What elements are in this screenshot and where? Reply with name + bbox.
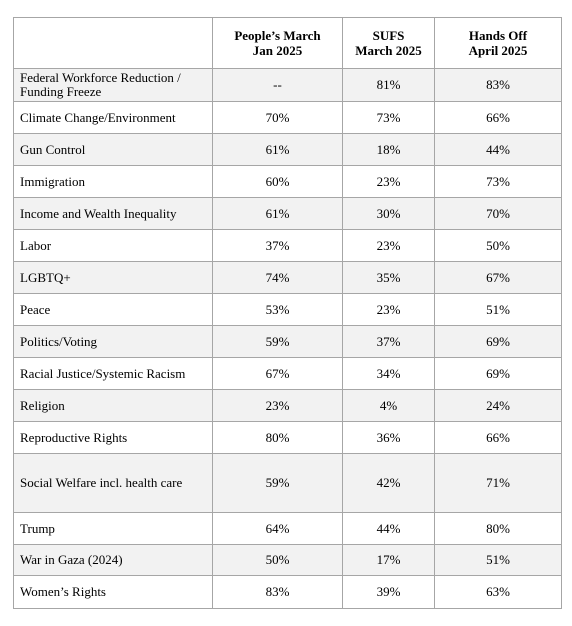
table-row: Immigration 60% 23% 73% [13,165,562,198]
hands-off-value: 70% [434,197,562,230]
peoples-march-value: 59% [212,453,343,513]
header-row: People’s March Jan 2025 SUFS March 2025 … [13,17,562,69]
topic-cell: Religion [13,389,213,422]
peoples-march-value: 37% [212,229,343,262]
hands-off-value: 80% [434,512,562,545]
peoples-march-value: 64% [212,512,343,545]
topic-cell: Peace [13,293,213,326]
header-hands-off-name: Hands Off [468,28,528,43]
header-sufs-date: March 2025 [355,43,422,58]
peoples-march-value: 61% [212,133,343,166]
sufs-value: 73% [342,101,435,134]
topic-cell: Income and Wealth Inequality [13,197,213,230]
topic-cell: Women’s Rights [13,575,213,609]
sufs-value: 34% [342,357,435,390]
topic-cell: Racial Justice/Systemic Racism [13,357,213,390]
header-sufs: SUFS March 2025 [342,17,435,69]
topic-cell: Gun Control [13,133,213,166]
sufs-value: 17% [342,544,435,576]
sufs-value: 39% [342,575,435,609]
peoples-march-value: 70% [212,101,343,134]
peoples-march-value: 53% [212,293,343,326]
peoples-march-value: 61% [212,197,343,230]
topic-cell: Federal Workforce Reduction / Funding Fr… [13,68,213,102]
table-row: LGBTQ+ 74% 35% 67% [13,261,562,294]
survey-topics-table: People’s March Jan 2025 SUFS March 2025 … [13,17,562,609]
table-row: Labor 37% 23% 50% [13,229,562,262]
table-row: Federal Workforce Reduction / Funding Fr… [13,68,562,102]
hands-off-value: 83% [434,68,562,102]
table-row: War in Gaza (2024) 50% 17% 51% [13,544,562,576]
hands-off-value: 71% [434,453,562,513]
sufs-value: 23% [342,165,435,198]
topic-cell: LGBTQ+ [13,261,213,294]
table-row: Women’s Rights 83% 39% 63% [13,575,562,609]
topic-cell: Immigration [13,165,213,198]
sufs-value: 35% [342,261,435,294]
topic-cell: Climate Change/Environment [13,101,213,134]
peoples-march-value: 23% [212,389,343,422]
header-peoples-march-name: People’s March [234,28,321,43]
peoples-march-value: 74% [212,261,343,294]
hands-off-value: 24% [434,389,562,422]
table-row: Racial Justice/Systemic Racism 67% 34% 6… [13,357,562,390]
header-sufs-name: SUFS [372,28,405,43]
table-row: Trump 64% 44% 80% [13,512,562,545]
topic-cell: Politics/Voting [13,325,213,358]
sufs-value: 44% [342,512,435,545]
sufs-value: 37% [342,325,435,358]
table-row: Social Welfare incl. health care 59% 42%… [13,453,562,513]
hands-off-value: 69% [434,325,562,358]
hands-off-value: 73% [434,165,562,198]
table-row: Reproductive Rights 80% 36% 66% [13,421,562,454]
sufs-value: 42% [342,453,435,513]
topic-cell: Trump [13,512,213,545]
sufs-value: 18% [342,133,435,166]
topic-cell: Reproductive Rights [13,421,213,454]
hands-off-value: 44% [434,133,562,166]
peoples-march-value: 50% [212,544,343,576]
hands-off-value: 67% [434,261,562,294]
sufs-value: 30% [342,197,435,230]
hands-off-value: 66% [434,421,562,454]
table-row: Income and Wealth Inequality 61% 30% 70% [13,197,562,230]
sufs-value: 23% [342,293,435,326]
peoples-march-value: -- [212,68,343,102]
hands-off-value: 63% [434,575,562,609]
topic-line-2: Funding Freeze [20,84,102,99]
table-row: Politics/Voting 59% 37% 69% [13,325,562,358]
hands-off-value: 51% [434,293,562,326]
header-peoples-march: People’s March Jan 2025 [212,17,343,69]
sufs-value: 36% [342,421,435,454]
peoples-march-value: 67% [212,357,343,390]
topic-cell: Labor [13,229,213,262]
table-row: Gun Control 61% 18% 44% [13,133,562,166]
peoples-march-value: 59% [212,325,343,358]
header-hands-off: Hands Off April 2025 [434,17,562,69]
sufs-value: 81% [342,68,435,102]
topic-cell: Social Welfare incl. health care [13,453,213,513]
peoples-march-value: 80% [212,421,343,454]
header-peoples-march-date: Jan 2025 [252,43,303,58]
header-topic [13,17,213,69]
table-row: Peace 53% 23% 51% [13,293,562,326]
hands-off-value: 50% [434,229,562,262]
table-row: Religion 23% 4% 24% [13,389,562,422]
sufs-value: 23% [342,229,435,262]
hands-off-value: 66% [434,101,562,134]
hands-off-value: 51% [434,544,562,576]
table-row: Climate Change/Environment 70% 73% 66% [13,101,562,134]
peoples-march-value: 60% [212,165,343,198]
sufs-value: 4% [342,389,435,422]
peoples-march-value: 83% [212,575,343,609]
topic-cell: War in Gaza (2024) [13,544,213,576]
header-hands-off-date: April 2025 [468,43,528,58]
hands-off-value: 69% [434,357,562,390]
topic-line-1: Federal Workforce Reduction / [20,70,181,85]
